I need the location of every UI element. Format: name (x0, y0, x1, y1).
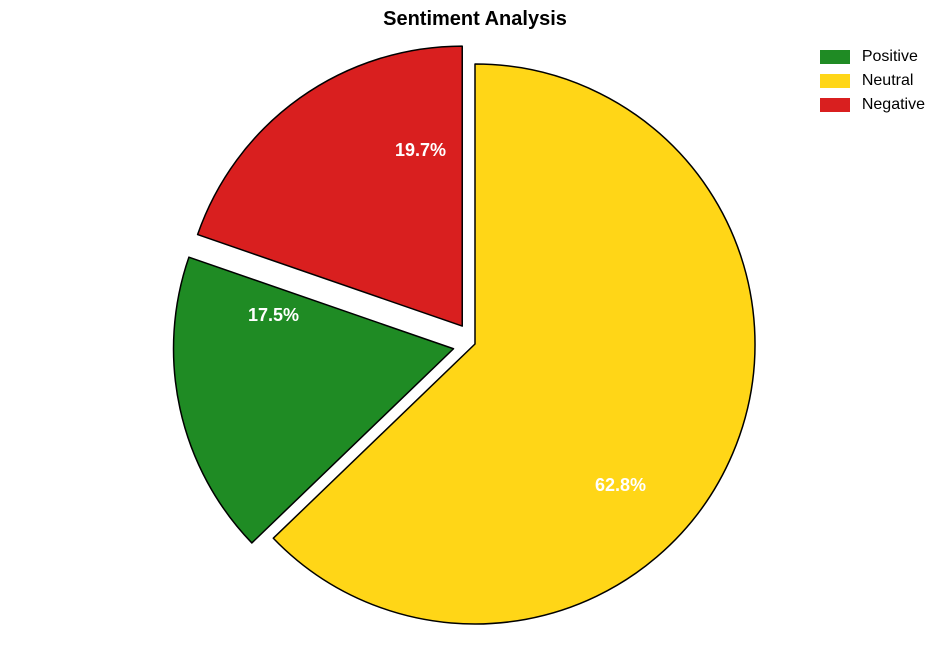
legend-item-negative: Negative (820, 96, 925, 114)
slice-label-positive: 17.5% (248, 305, 299, 326)
slice-label-neutral: 62.8% (595, 475, 646, 496)
legend-swatch-positive (820, 50, 850, 64)
slice-label-negative: 19.7% (395, 140, 446, 161)
legend-label-positive: Positive (862, 48, 918, 66)
legend-item-neutral: Neutral (820, 72, 925, 90)
legend-label-neutral: Neutral (862, 72, 914, 90)
legend-item-positive: Positive (820, 48, 925, 66)
pie-chart-container: Sentiment Analysis PositiveNeutralNegati… (0, 0, 950, 662)
legend: Positive Neutral Negative (820, 48, 925, 120)
legend-label-negative: Negative (862, 96, 925, 114)
legend-swatch-negative (820, 98, 850, 112)
pie-svg (0, 0, 950, 662)
legend-swatch-neutral (820, 74, 850, 88)
